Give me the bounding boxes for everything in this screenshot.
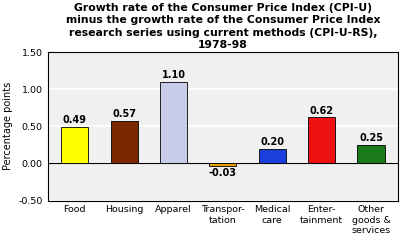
Text: 0.57: 0.57 <box>112 109 136 119</box>
Bar <box>61 127 88 164</box>
Text: 0.25: 0.25 <box>359 133 383 143</box>
Text: -0.03: -0.03 <box>209 168 237 178</box>
Text: 0.49: 0.49 <box>63 115 87 125</box>
Bar <box>357 145 385 164</box>
Bar <box>308 117 335 164</box>
Text: 0.62: 0.62 <box>310 106 334 116</box>
Y-axis label: Percentage points: Percentage points <box>3 82 13 170</box>
Bar <box>111 121 138 164</box>
Bar <box>160 82 187 164</box>
Text: 1.10: 1.10 <box>162 70 186 80</box>
Text: 0.20: 0.20 <box>260 137 284 147</box>
Bar <box>259 149 286 164</box>
Bar <box>209 164 237 166</box>
Title: Growth rate of the Consumer Price Index (CPI-U)
minus the growth rate of the Con: Growth rate of the Consumer Price Index … <box>66 3 380 50</box>
